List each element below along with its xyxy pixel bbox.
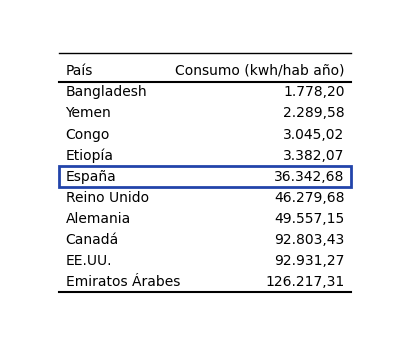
Text: 126.217,31: 126.217,31 bbox=[265, 275, 344, 288]
Text: País: País bbox=[66, 64, 93, 78]
Text: 92.931,27: 92.931,27 bbox=[274, 254, 344, 268]
Text: España: España bbox=[66, 170, 116, 184]
Text: 92.803,43: 92.803,43 bbox=[274, 233, 344, 247]
Text: Etiopía: Etiopía bbox=[66, 148, 114, 163]
Text: Consumo (kwh/hab año): Consumo (kwh/hab año) bbox=[175, 64, 344, 78]
Text: 3.382,07: 3.382,07 bbox=[283, 149, 344, 162]
Text: 2.289,58: 2.289,58 bbox=[283, 106, 344, 121]
Text: Yemen: Yemen bbox=[66, 106, 111, 121]
Text: Bangladesh: Bangladesh bbox=[66, 86, 147, 99]
Text: Reino Unido: Reino Unido bbox=[66, 190, 149, 205]
Text: 46.279,68: 46.279,68 bbox=[274, 190, 344, 205]
Text: 1.778,20: 1.778,20 bbox=[283, 86, 344, 99]
Text: Canadá: Canadá bbox=[66, 233, 119, 247]
Text: 3.045,02: 3.045,02 bbox=[283, 127, 344, 142]
Text: Congo: Congo bbox=[66, 127, 110, 142]
Text: EE.UU.: EE.UU. bbox=[66, 254, 112, 268]
Text: Emiratos Árabes: Emiratos Árabes bbox=[66, 275, 180, 288]
Text: Alemania: Alemania bbox=[66, 212, 131, 225]
Text: 36.342,68: 36.342,68 bbox=[274, 170, 344, 184]
Text: 49.557,15: 49.557,15 bbox=[274, 212, 344, 225]
